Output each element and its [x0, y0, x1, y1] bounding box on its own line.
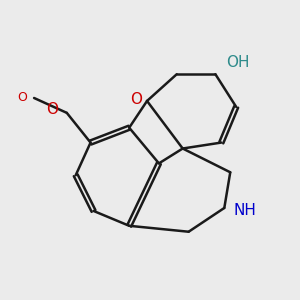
Text: NH: NH [233, 203, 256, 218]
Text: O: O [46, 102, 58, 117]
Text: OH: OH [226, 55, 249, 70]
Text: O: O [130, 92, 142, 107]
Text: O: O [17, 92, 27, 104]
